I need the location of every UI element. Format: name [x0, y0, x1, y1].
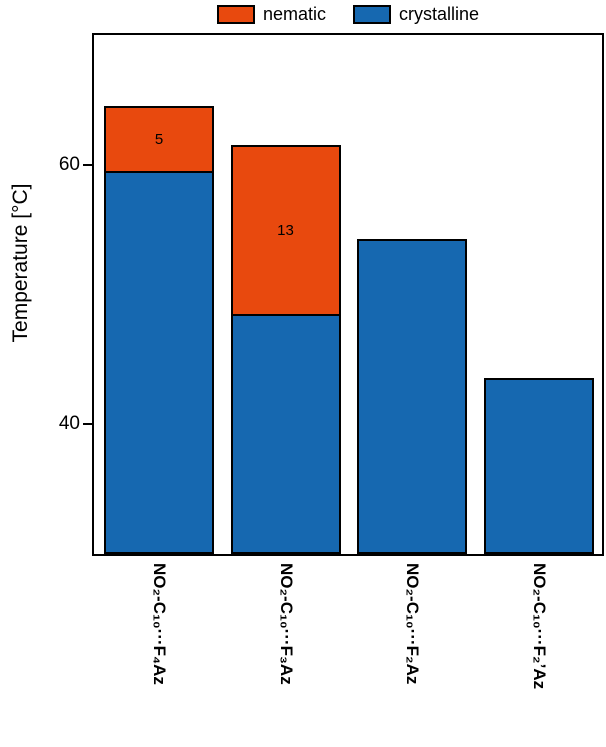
bar-segment-nematic-0: 5: [104, 106, 214, 174]
y-tick-label-60: 60: [58, 153, 80, 175]
legend: nematic crystalline: [92, 3, 604, 25]
legend-label-nematic: nematic: [262, 4, 326, 24]
y-tick-mark-40: [83, 423, 92, 426]
y-tick-mark-60: [83, 163, 92, 166]
bar-segment-crystalline-1: [230, 313, 341, 554]
legend-label-crystalline: crystalline: [399, 4, 480, 24]
legend-swatch-nematic: [216, 4, 255, 24]
y-tick-label-40: 40: [58, 413, 80, 435]
bar-segment-crystalline-0: [104, 171, 214, 554]
bar-segment-nematic-1: 13: [230, 145, 341, 316]
y-axis-title: Temperature [°C]: [9, 183, 32, 343]
legend-item-crystalline: crystalline: [353, 3, 479, 25]
bar-segment-crystalline-2: [357, 238, 467, 554]
plot-area: 5 13: [92, 33, 604, 556]
bar-annotation-0: 5: [154, 131, 164, 149]
bar-segment-crystalline-3: [483, 377, 594, 554]
legend-swatch-crystalline: [353, 4, 391, 24]
bar-annotation-1: 13: [277, 222, 294, 240]
legend-item-nematic: nematic: [216, 3, 326, 25]
